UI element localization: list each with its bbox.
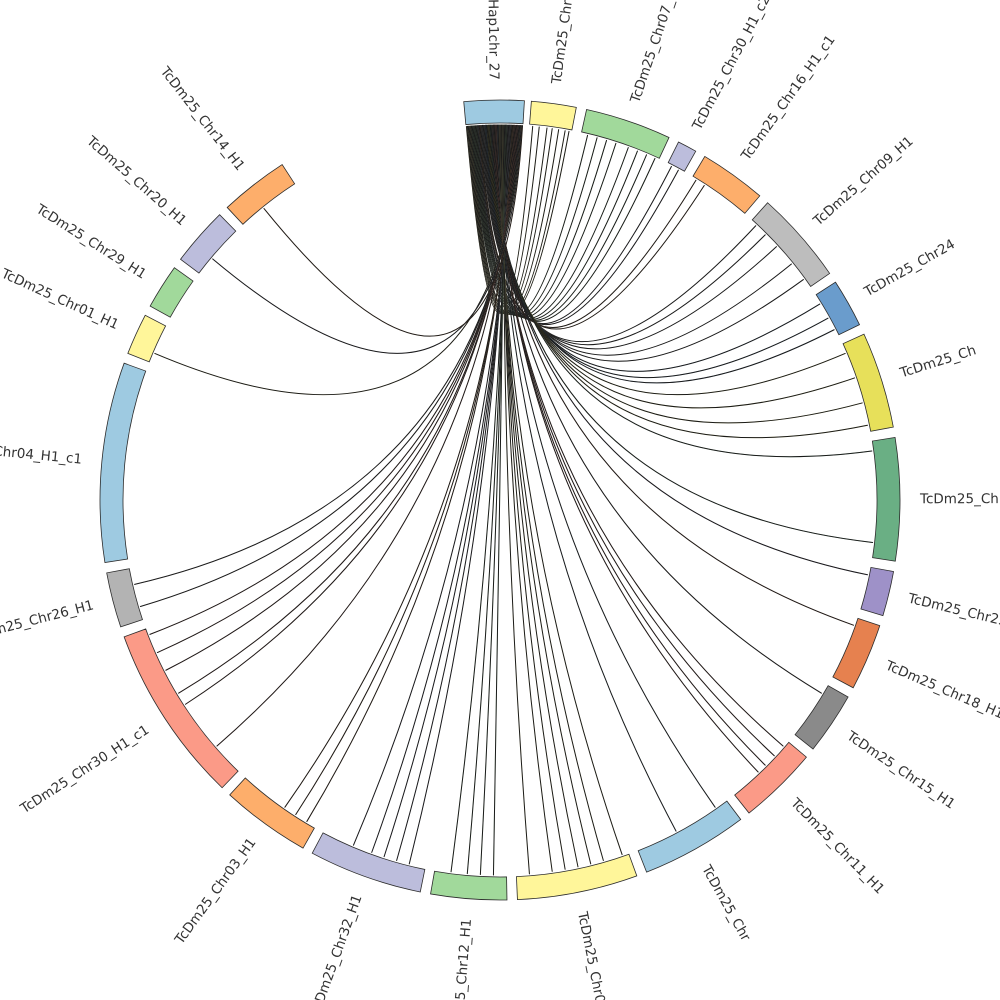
link-layer [134, 124, 874, 876]
link-edge-23 [484, 124, 804, 362]
chromosome-label-22: TcDm25_Chr29_H1 [32, 201, 149, 283]
chromosome-label-5: TcDm25_Chr09_H1 [810, 133, 917, 229]
link-ribbon-61 [216, 124, 516, 747]
chromosome-label-21: TcDm25_Chr01_H1 [0, 265, 121, 333]
chromosome-segment-12 [734, 741, 807, 814]
chromosome-segment-23 [179, 214, 237, 274]
chromosome-label-14: TcDm25_Chr06_H1 [574, 909, 615, 1000]
chromosome-label-13: TcDm25_Chr [698, 862, 754, 945]
chromosome-label-2: TcDm25_Chr07_H1 [627, 0, 683, 106]
chromosome-segment-14 [516, 853, 638, 901]
link-edge-69 [154, 125, 522, 396]
link-edge-40 [497, 124, 716, 808]
chromosome-segment-5 [751, 202, 831, 288]
chromosome-segment-19 [106, 568, 143, 628]
link-edge-71 [263, 125, 523, 337]
link-ribbon-69 [154, 125, 522, 396]
link-edge-22 [483, 124, 792, 356]
chromosome-segment-21 [127, 314, 167, 363]
link-edge-24 [484, 124, 821, 372]
chromosome-segment-6 [815, 281, 861, 336]
link-edge-27 [487, 124, 846, 396]
chromosome-segment-22 [149, 267, 194, 318]
chromosome-label-23: TcDm25_Chr20_H1 [83, 133, 190, 229]
link-edge-21 [482, 124, 777, 350]
chromosome-label-19: TcDm25_Chr26_H1 [0, 597, 95, 645]
chromosome-segment-9 [860, 566, 895, 617]
link-edge-61 [216, 124, 516, 747]
chromosome-segment-11 [794, 685, 849, 750]
chromosome-segment-8 [871, 436, 901, 562]
link-edge-64 [165, 124, 518, 671]
link-edge-43 [499, 124, 604, 861]
link-edge-26 [486, 124, 835, 384]
chromosome-segment-2 [581, 109, 670, 159]
chromosome-label-12: TcDm25_Chr11_H1 [787, 795, 888, 898]
chromosome-label-11: TcDm25_Chr15_H1 [843, 728, 958, 813]
link-edge-17 [479, 125, 697, 329]
link-ribbon-64 [165, 124, 518, 671]
chromosome-label-3: TcDm25_Chr30_H1_c2 [689, 0, 774, 133]
link-edge-39 [496, 124, 759, 773]
chromosome-label-24: TcDm25_Chr14_H1 [156, 63, 247, 174]
chromosome-segment-13 [637, 800, 742, 873]
chromosome-label-8: TcDm25_Chr0 [919, 491, 1000, 507]
chromosome-segment-24 [226, 163, 296, 225]
link-edge-16 [478, 125, 679, 326]
link-edge-41 [498, 124, 677, 832]
link-edge-18 [480, 125, 705, 330]
link-ribbon-40 [497, 124, 716, 808]
chromosome-label-20: TcDm25_Chr04_H1_c1 [0, 437, 83, 467]
chromosome-segment-10 [832, 617, 881, 689]
chromosome-label-10: TcDm25_Chr18_H1 [882, 657, 1000, 722]
link-edge-47 [502, 124, 553, 872]
chromosome-segment-16 [311, 832, 426, 893]
link-edge-70 [212, 125, 523, 354]
chromosome-label-9: TcDm25_Chr23_H1 [905, 590, 1000, 636]
chromosome-segment-3 [667, 141, 697, 172]
chromosome-label-16: TcDm25_Chr32_H1 [307, 893, 365, 1000]
link-edge-46 [502, 124, 566, 870]
link-edge-34 [492, 124, 854, 626]
segment-layer [99, 99, 901, 901]
chromosome-label-7: TcDm25_Ch [897, 342, 978, 381]
link-ribbon-43 [499, 124, 604, 861]
chromosome-label-18: TcDm25_Chr30_H1_c1 [17, 722, 152, 818]
link-edge-68 [134, 125, 521, 585]
chromosome-label-0: Hap1chr_27 [485, 0, 502, 80]
chromosome-segment-17 [229, 777, 315, 849]
chromosome-label-4: TcDm25_Chr16_H1_c1 [738, 32, 839, 164]
chromosome-segment-0 [463, 99, 525, 125]
chromosome-segment-20 [99, 362, 147, 564]
link-ribbon-47 [502, 124, 553, 872]
chromosome-label-1: TcDm25_Chr [549, 0, 576, 86]
link-edge-25 [485, 124, 829, 378]
chromosome-segment-7 [842, 333, 894, 432]
link-ribbon-41 [498, 124, 677, 832]
chromosome-segment-4 [692, 155, 761, 214]
chromosome-label-6: TcDm25_Chr24 [861, 236, 958, 300]
chromosome-label-17: TcDm25_Chr03_H1 [171, 835, 259, 948]
chromosome-segment-1 [529, 100, 577, 131]
link-edge-20 [481, 124, 766, 346]
chromosome-label-15: TcDm25_Chr12_H1 [449, 918, 475, 1000]
chromosome-segment-18 [123, 628, 239, 789]
link-edge-19 [480, 124, 757, 342]
link-ribbon-39 [496, 124, 759, 773]
link-ribbon-46 [502, 124, 566, 870]
link-edge-6 [470, 125, 570, 315]
chromosome-segment-15 [430, 870, 508, 901]
link-ribbon-34 [492, 124, 854, 626]
